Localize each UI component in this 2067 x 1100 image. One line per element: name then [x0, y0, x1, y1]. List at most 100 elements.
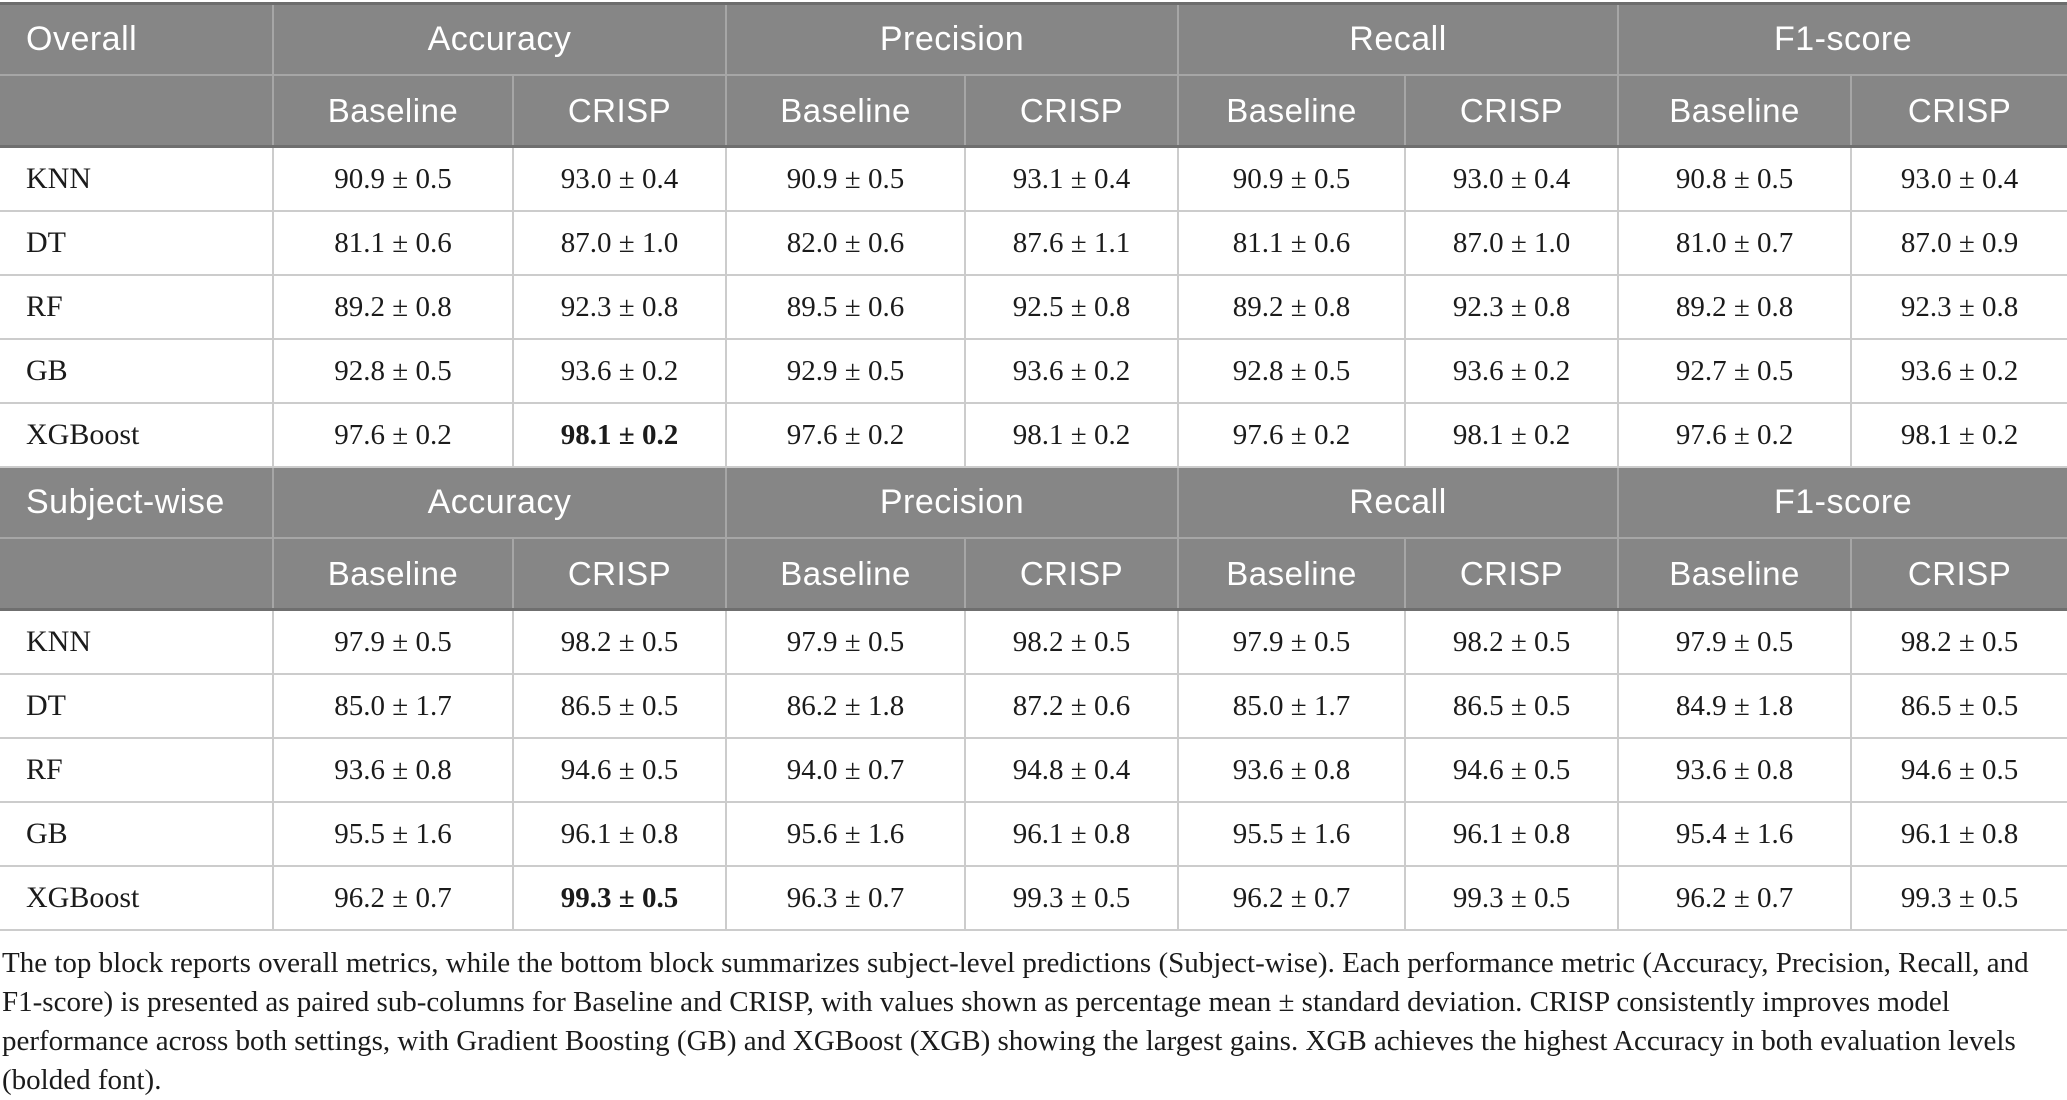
value-cell: 97.6 ± 0.2 — [1618, 403, 1853, 468]
value-cell: 81.0 ± 0.7 — [1618, 211, 1853, 276]
model-label: DT — [0, 211, 274, 276]
empty-header-cell — [0, 538, 274, 611]
value-cell: 93.0 ± 0.4 — [1405, 146, 1620, 212]
value-cell: 92.3 ± 0.8 — [1405, 275, 1620, 340]
metric-header: Precision — [726, 3, 1180, 76]
table-row: DT 81.1 ± 0.6 87.0 ± 1.0 82.0 ± 0.6 87.6 ± 1… — [0, 211, 2067, 276]
table-caption: The top block reports overall metrics, w… — [2, 947, 2029, 1096]
value-cell: 98.1 ± 0.2 — [513, 403, 728, 468]
value-cell: 82.0 ± 0.6 — [726, 211, 967, 276]
value-cell: 98.1 ± 0.2 — [1851, 403, 2067, 468]
sub-header: Baseline — [1178, 538, 1407, 611]
model-label: RF — [0, 738, 274, 803]
value-cell: 85.0 ± 1.7 — [1178, 674, 1407, 739]
value-cell: 96.2 ± 0.7 — [273, 866, 514, 931]
value-cell: 84.9 ± 1.8 — [1618, 674, 1853, 739]
model-label: KNN — [0, 146, 274, 212]
value-cell: 93.6 ± 0.2 — [965, 339, 1180, 404]
value-cell: 90.8 ± 0.5 — [1618, 146, 1853, 212]
value-cell: 94.6 ± 0.5 — [1851, 738, 2067, 803]
sub-header: CRISP — [1405, 75, 1620, 148]
table-row: RF 89.2 ± 0.8 92.3 ± 0.8 89.5 ± 0.6 92.5 ± 0… — [0, 275, 2067, 340]
value-cell: 93.0 ± 0.4 — [513, 146, 728, 212]
value-cell: 96.1 ± 0.8 — [513, 802, 728, 867]
value-cell: 92.9 ± 0.5 — [726, 339, 967, 404]
value-cell: 93.6 ± 0.2 — [513, 339, 728, 404]
value-cell: 96.3 ± 0.7 — [726, 866, 967, 931]
value-cell: 98.2 ± 0.5 — [965, 609, 1180, 675]
value-cell: 95.5 ± 1.6 — [273, 802, 514, 867]
table-row: KNN 97.9 ± 0.5 98.2 ± 0.5 97.9 ± 0.5 98.2 ± … — [0, 609, 2067, 675]
value-cell: 97.6 ± 0.2 — [273, 403, 514, 468]
sub-header: Baseline — [726, 75, 967, 148]
model-label: RF — [0, 275, 274, 340]
value-cell: 81.1 ± 0.6 — [273, 211, 514, 276]
value-cell: 99.3 ± 0.5 — [1405, 866, 1620, 931]
value-cell: 98.2 ± 0.5 — [1851, 609, 2067, 675]
value-cell: 95.4 ± 1.6 — [1618, 802, 1853, 867]
value-cell: 92.7 ± 0.5 — [1618, 339, 1853, 404]
value-cell: 86.5 ± 0.5 — [1405, 674, 1620, 739]
metric-header: Recall — [1178, 467, 1620, 539]
value-cell: 94.0 ± 0.7 — [726, 738, 967, 803]
table-row: XGBoost 96.2 ± 0.7 99.3 ± 0.5 96.3 ± 0.7 99.… — [0, 866, 2067, 931]
value-cell: 87.6 ± 1.1 — [965, 211, 1180, 276]
value-cell: 87.2 ± 0.6 — [965, 674, 1180, 739]
value-cell: 87.0 ± 1.0 — [513, 211, 728, 276]
sub-header: CRISP — [513, 538, 728, 611]
metrics-table: Overall Accuracy Precision Recall F1-score Ba… — [0, 2, 2067, 931]
metric-header: Accuracy — [273, 467, 728, 539]
sub-header: Baseline — [1618, 538, 1853, 611]
metric-header: Accuracy — [273, 3, 728, 76]
sub-header: Baseline — [273, 538, 514, 611]
value-cell: 86.5 ± 0.5 — [1851, 674, 2067, 739]
value-cell: 90.9 ± 0.5 — [273, 146, 514, 212]
value-cell: 93.6 ± 0.8 — [273, 738, 514, 803]
model-label: KNN — [0, 609, 274, 675]
sub-header: CRISP — [513, 75, 728, 148]
value-cell: 97.6 ± 0.2 — [1178, 403, 1407, 468]
sub-header: Baseline — [1178, 75, 1407, 148]
value-cell: 98.2 ± 0.5 — [1405, 609, 1620, 675]
value-cell: 87.0 ± 1.0 — [1405, 211, 1620, 276]
value-cell: 97.9 ± 0.5 — [1618, 609, 1853, 675]
value-cell: 96.2 ± 0.7 — [1618, 866, 1853, 931]
model-label: XGBoost — [0, 866, 274, 931]
metric-header: Precision — [726, 467, 1180, 539]
table-row: RF 93.6 ± 0.8 94.6 ± 0.5 94.0 ± 0.7 94.8 ± 0… — [0, 738, 2067, 803]
sub-header-row: Baseline CRISP Baseline CRISP Baseline CRISP B… — [0, 75, 2067, 148]
value-cell: 93.0 ± 0.4 — [1851, 146, 2067, 212]
value-cell: 97.9 ± 0.5 — [726, 609, 967, 675]
sub-header: CRISP — [1405, 538, 1620, 611]
value-cell: 85.0 ± 1.7 — [273, 674, 514, 739]
block-label: Overall — [0, 3, 274, 76]
value-cell: 98.1 ± 0.2 — [965, 403, 1180, 468]
value-cell: 97.9 ± 0.5 — [273, 609, 514, 675]
metric-header: Recall — [1178, 3, 1620, 76]
block-label: Subject-wise — [0, 467, 274, 539]
sub-header: Baseline — [1618, 75, 1853, 148]
value-cell: 86.5 ± 0.5 — [513, 674, 728, 739]
value-cell: 89.2 ± 0.8 — [273, 275, 514, 340]
value-cell: 96.1 ± 0.8 — [1851, 802, 2067, 867]
value-cell: 90.9 ± 0.5 — [726, 146, 967, 212]
value-cell: 96.2 ± 0.7 — [1178, 866, 1407, 931]
value-cell: 96.1 ± 0.8 — [1405, 802, 1620, 867]
table-row: GB 95.5 ± 1.6 96.1 ± 0.8 95.6 ± 1.6 96.1 ± 0… — [0, 802, 2067, 867]
value-cell: 93.1 ± 0.4 — [965, 146, 1180, 212]
metric-header: F1-score — [1618, 467, 2067, 539]
value-cell: 92.5 ± 0.8 — [965, 275, 1180, 340]
value-cell: 95.6 ± 1.6 — [726, 802, 967, 867]
value-cell: 93.6 ± 0.2 — [1851, 339, 2067, 404]
value-cell: 96.1 ± 0.8 — [965, 802, 1180, 867]
value-cell: 94.6 ± 0.5 — [513, 738, 728, 803]
value-cell: 93.6 ± 0.2 — [1405, 339, 1620, 404]
sub-header-row: Baseline CRISP Baseline CRISP Baseline CRISP B… — [0, 538, 2067, 611]
table-row: GB 92.8 ± 0.5 93.6 ± 0.2 92.9 ± 0.5 93.6 ± 0… — [0, 339, 2067, 404]
value-cell: 89.2 ± 0.8 — [1618, 275, 1853, 340]
table-row: DT 85.0 ± 1.7 86.5 ± 0.5 86.2 ± 1.8 87.2 ± 0… — [0, 674, 2067, 739]
value-cell: 93.6 ± 0.8 — [1178, 738, 1407, 803]
sub-header: CRISP — [965, 75, 1180, 148]
sub-header: CRISP — [1851, 75, 2067, 148]
value-cell: 92.8 ± 0.5 — [273, 339, 514, 404]
